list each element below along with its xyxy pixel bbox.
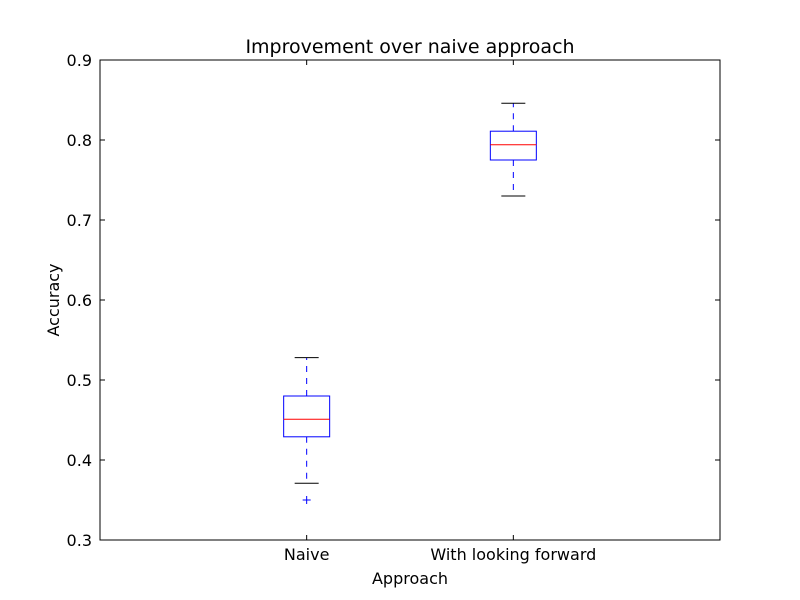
y-tick-label: 0.8 xyxy=(67,131,92,150)
box-iqr xyxy=(283,395,331,438)
y-axis-label: Accuracy xyxy=(44,263,63,336)
plot-area xyxy=(99,59,721,541)
x-axis: Naive With looking forward xyxy=(284,60,596,564)
y-tick-label: 0.9 xyxy=(67,51,92,70)
x-axis-label: Approach xyxy=(372,569,448,588)
y-tick-label: 0.6 xyxy=(67,291,92,310)
y-tick-label: 0.3 xyxy=(67,531,92,550)
outlier-marker xyxy=(302,496,311,504)
box-group xyxy=(283,357,331,504)
y-tick-label: 0.4 xyxy=(67,451,92,470)
box-iqr xyxy=(489,130,537,161)
box-group xyxy=(489,102,537,197)
y-axis: 0.3 0.4 0.5 0.6 0.7 0.8 0.9 xyxy=(67,51,720,550)
y-tick-label: 0.5 xyxy=(67,371,92,390)
chart-title: Improvement over naive approach xyxy=(245,36,574,58)
x-tick-label: With looking forward xyxy=(430,545,596,564)
y-tick-label: 0.7 xyxy=(67,211,92,230)
x-tick-label: Naive xyxy=(284,545,330,564)
boxes xyxy=(283,102,537,504)
